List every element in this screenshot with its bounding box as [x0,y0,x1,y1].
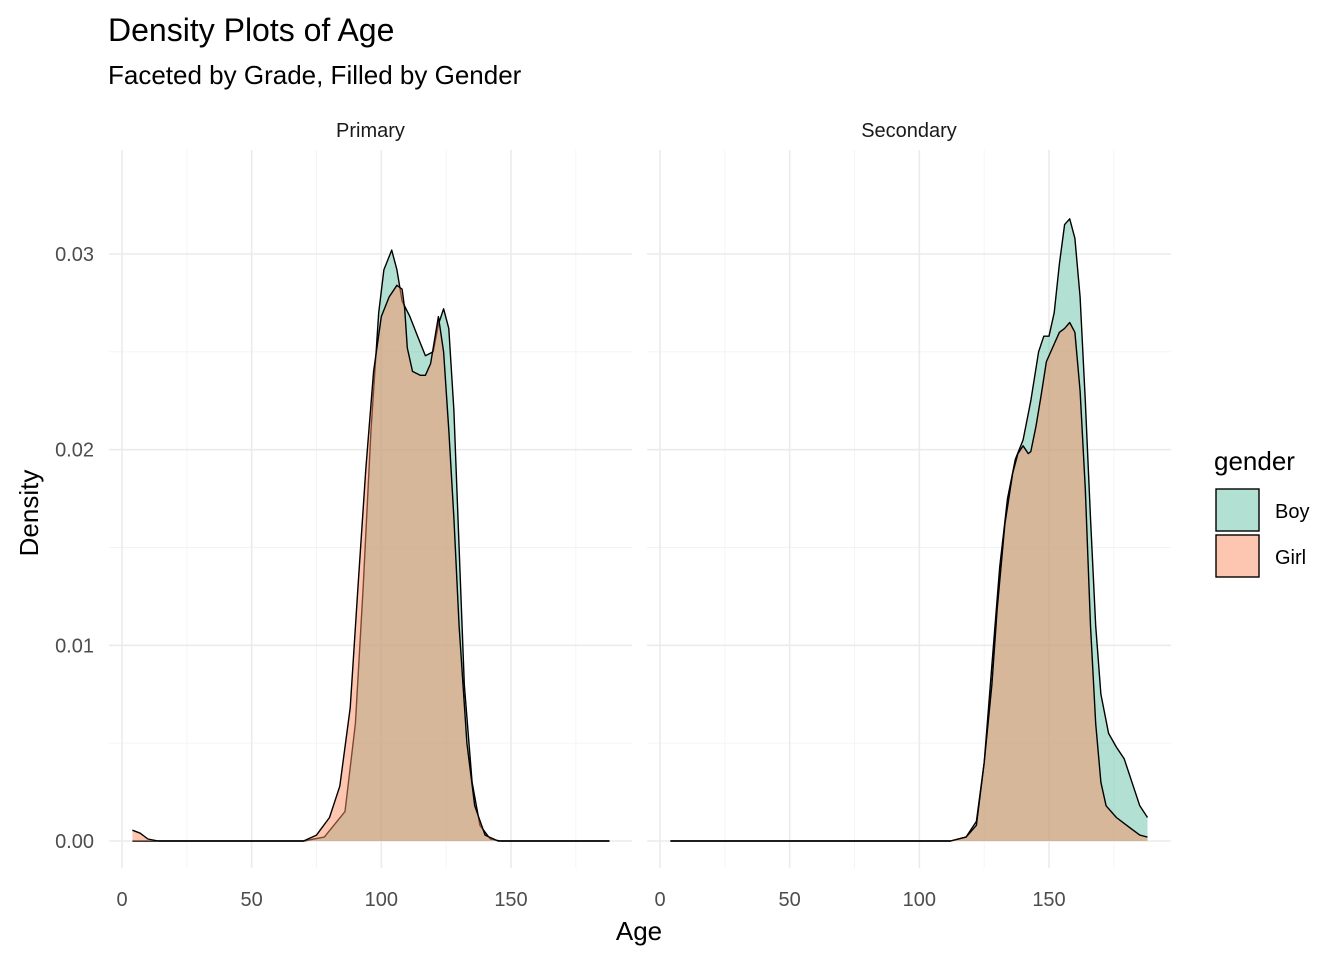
density-area-girl [670,322,1148,841]
legend-key-girl [1215,534,1260,578]
facet-label: Primary [336,120,405,142]
legend-title: gender [1214,446,1295,476]
x-tick-label: 50 [241,889,263,911]
x-tick-label: 50 [779,889,801,911]
legend-key-boy [1215,488,1260,532]
y-tick-label: 0.03 [55,244,94,266]
y-tick-label: 0.00 [55,831,94,853]
chart-subtitle: Faceted by Grade, Filled by Gender [108,60,522,90]
x-tick-label: 0 [654,889,665,911]
facet-label: Secondary [861,120,957,142]
density-area-girl [132,285,610,841]
x-tick-label: 0 [116,889,127,911]
density-line-girl [670,321,1148,842]
x-tick-label: 100 [365,889,398,911]
x-tick-label: 150 [1032,889,1065,911]
legend: gender Boy Girl [1214,446,1309,578]
density-line-boy [670,218,1149,842]
chart-title: Density Plots of Age [108,12,394,48]
x-axis-title: Age [616,916,662,946]
x-tick-label: 100 [903,889,936,911]
y-tick-label: 0.01 [55,635,94,657]
x-tick-label: 150 [494,889,527,911]
y-tick-label: 0.02 [55,440,94,462]
density-line-girl [132,284,610,842]
facet-panels: Primary 0 50 100 150 Secondary 0 50 100 150 0.00 0.… [55,120,1171,911]
legend-label-boy: Boy [1275,501,1309,523]
facet-panel-secondary: Secondary 0 50 100 150 [647,120,1171,911]
y-axis-title: Density [14,470,44,557]
facet-panel-primary: Primary 0 50 100 150 [109,120,632,911]
legend-label-girl: Girl [1275,547,1306,569]
